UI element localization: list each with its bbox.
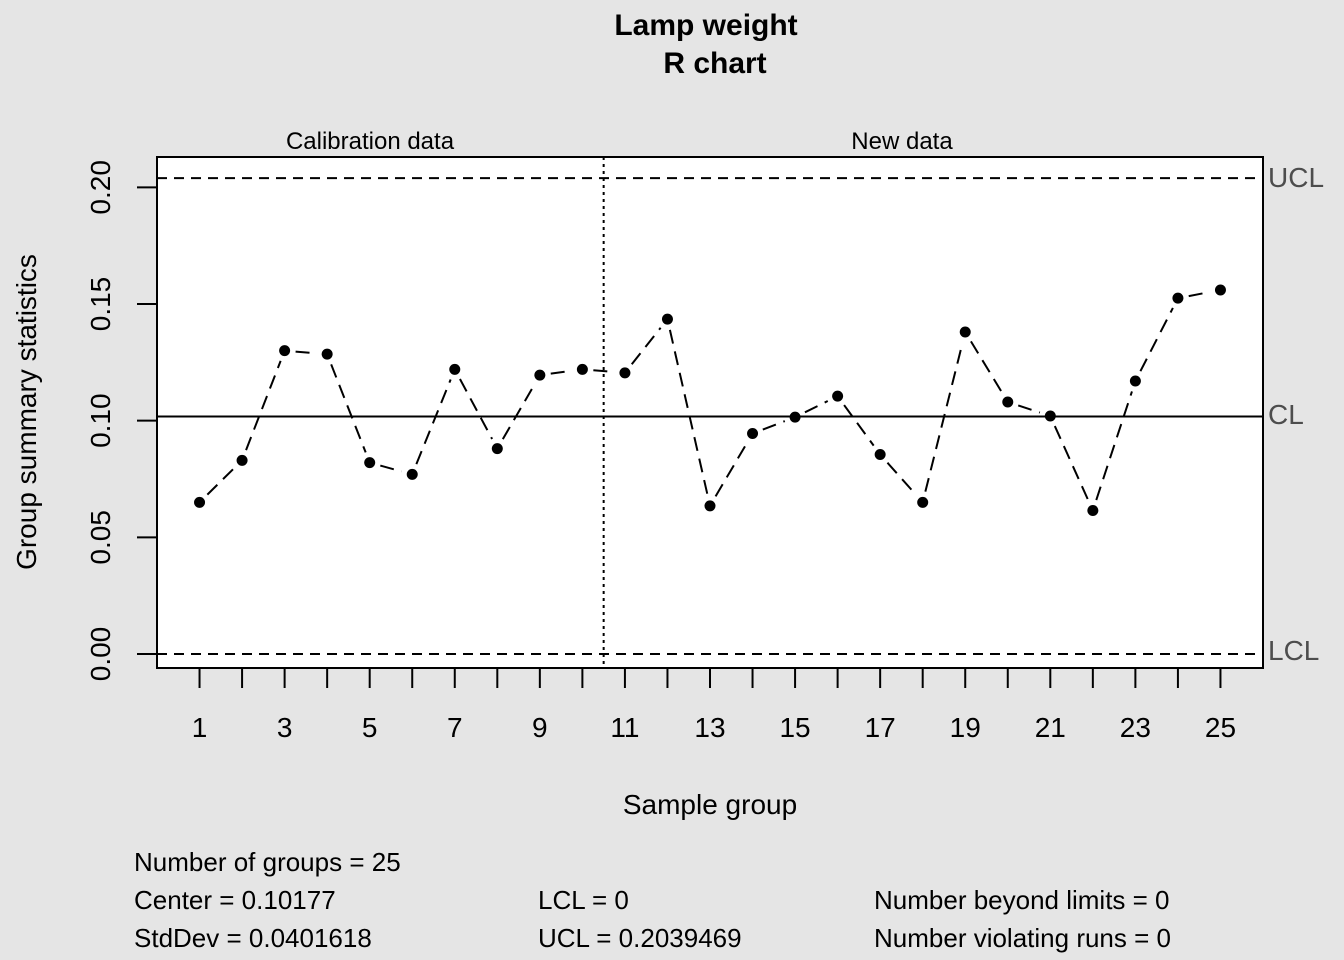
x-axis-label: Sample group	[623, 789, 797, 820]
series-segment	[501, 384, 536, 440]
new-data-region-label: New data	[851, 128, 953, 155]
data-point	[236, 454, 248, 466]
series-segment	[415, 379, 452, 465]
data-point	[576, 363, 588, 375]
x-tick-label: 11	[610, 712, 639, 743]
stats-right: Number beyond limits = 0 Number violatin…	[874, 881, 1171, 957]
series-segment	[924, 342, 964, 492]
series-segment	[714, 442, 748, 497]
calibration-region-label: Calibration data	[286, 128, 455, 155]
series-segment	[206, 467, 235, 496]
data-point	[1214, 284, 1226, 296]
series-segment	[970, 340, 1003, 394]
data-point	[1002, 396, 1014, 408]
data-point	[1087, 505, 1099, 516]
x-tick-label: 9	[532, 712, 548, 743]
data-point	[1172, 292, 1184, 304]
data-point	[534, 369, 546, 381]
data-point	[789, 411, 801, 423]
series-segment	[380, 464, 402, 473]
plot-area	[156, 156, 1264, 669]
data-point	[874, 449, 886, 460]
x-tick-label: 3	[277, 712, 293, 743]
x-tick-label: 17	[865, 712, 896, 743]
series-segment	[1188, 291, 1210, 298]
series-segment	[593, 369, 615, 373]
y-axis-label: Group summary statistics	[11, 254, 42, 570]
x-tick-label: 1	[192, 712, 208, 743]
series-segment	[668, 329, 709, 496]
series-segment	[1095, 391, 1133, 501]
stat-lcl: LCL = 0	[538, 885, 629, 915]
ucl-label: UCL	[1268, 162, 1324, 193]
data-point	[1044, 410, 1056, 422]
y-tick-label: 0.10	[85, 393, 116, 448]
chart-title: Lamp weight	[614, 9, 797, 42]
series-segment	[1139, 307, 1174, 372]
stat-violating-runs: Number violating runs = 0	[874, 923, 1171, 953]
x-tick-label: 19	[950, 712, 981, 743]
series-segment	[459, 378, 493, 440]
data-point	[279, 345, 291, 357]
stat-center: Center = 0.10177	[134, 885, 336, 915]
chart-subtitle: R chart	[663, 47, 766, 80]
x-tick-label: 7	[447, 712, 463, 743]
series-segment	[330, 364, 367, 453]
series-segment	[295, 350, 317, 355]
data-point	[959, 326, 971, 338]
series-segment	[550, 369, 572, 375]
series-segment	[245, 360, 282, 451]
data-point	[832, 390, 844, 402]
y-tick-label: 0.05	[85, 510, 116, 565]
series-segment	[1053, 425, 1090, 501]
series-segment	[886, 462, 917, 495]
data-point	[619, 367, 631, 379]
x-tick-label: 21	[1035, 712, 1066, 743]
data-point	[491, 443, 503, 455]
y-tick-label: 0.20	[85, 160, 116, 215]
data-point	[321, 348, 333, 360]
data-point	[194, 496, 206, 508]
data-point	[449, 363, 461, 375]
series-segment	[804, 400, 829, 414]
x-tick-label: 15	[779, 712, 810, 743]
x-tick-label: 25	[1205, 712, 1236, 743]
data-point	[406, 468, 418, 480]
stats-left: Number of groups = 25 Center = 0.10177 S…	[134, 843, 401, 957]
stat-ucl: UCL = 0.2039469	[538, 923, 742, 953]
series-segment	[630, 327, 662, 365]
series-segment	[762, 420, 786, 431]
cl-label: CL	[1268, 399, 1304, 430]
data-point	[1129, 375, 1141, 387]
y-tick-label: 0.15	[85, 277, 116, 332]
data-point	[917, 496, 929, 508]
stat-beyond-limits: Number beyond limits = 0	[874, 885, 1170, 915]
y-tick-label: 0.00	[85, 627, 116, 682]
data-point	[747, 428, 759, 439]
stat-groups: Number of groups = 25	[134, 847, 401, 877]
series-segment	[843, 404, 875, 447]
stat-stddev: StdDev = 0.0401618	[134, 923, 372, 953]
data-point	[364, 457, 376, 469]
series-segment	[1017, 404, 1041, 414]
data-point	[704, 500, 716, 512]
data-point	[661, 313, 673, 325]
x-tick-label: 23	[1120, 712, 1151, 743]
x-tick-label: 13	[694, 712, 725, 743]
x-tick-label: 5	[362, 712, 378, 743]
stats-middle: LCL = 0 UCL = 0.2039469	[538, 881, 742, 957]
lcl-label: LCL	[1268, 635, 1319, 666]
